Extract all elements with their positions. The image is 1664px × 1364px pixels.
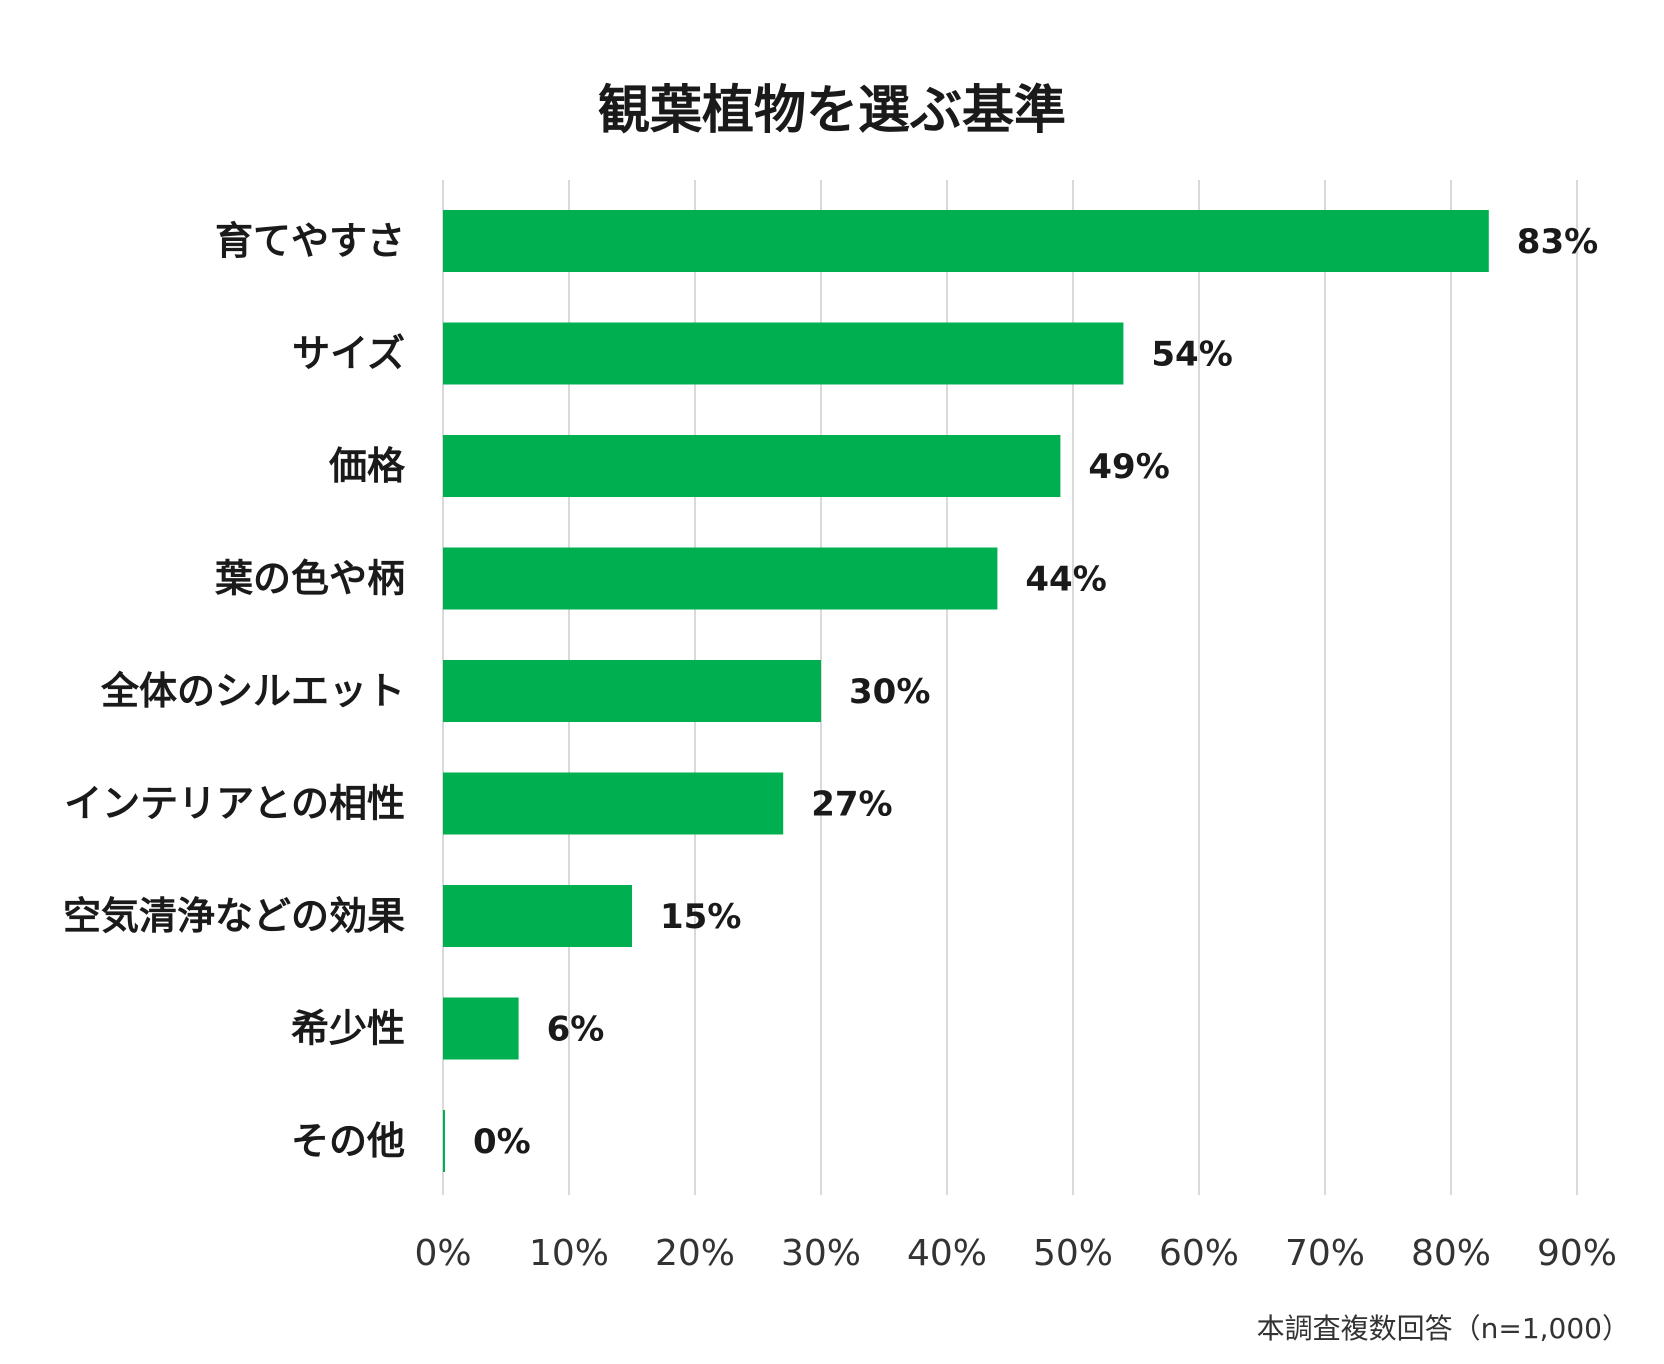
category-labels: 育てやすさサイズ価格葉の色や柄全体のシルエットインテリアとの相性空気清浄などの効… [63,219,406,1163]
x-tick-label: 70% [1285,1233,1365,1274]
bar [443,435,1061,497]
bar [443,997,519,1060]
category-label: サイズ [292,332,405,376]
x-tick-label: 90% [1537,1233,1617,1274]
x-tick-label: 80% [1411,1233,1491,1274]
bar [443,660,821,722]
bar [443,210,1489,272]
category-label: 価格 [328,444,406,488]
x-tick-label: 0% [414,1233,471,1274]
bar [443,322,1124,385]
x-tick-label: 10% [529,1233,609,1274]
x-tick-label: 20% [655,1233,735,1274]
category-label: 希少性 [291,1007,405,1051]
bar [443,547,998,610]
category-label: 空気清浄などの効果 [63,894,405,938]
x-axis-tick-labels: 0% 10% 20% 30% 40% 50% 60% 70% 80% 90% [414,1233,1617,1274]
value-label: 54% [1151,335,1232,375]
x-tick-label: 30% [781,1233,861,1274]
value-label: 49% [1088,447,1169,487]
bar [443,772,784,835]
value-label: 15% [660,897,741,937]
bar [443,885,632,947]
category-label: 葉の色や柄 [214,557,405,601]
bar [443,1110,445,1172]
footnote: 本調査複数回答（n=1,000） [1257,1312,1630,1345]
value-label: 30% [849,672,930,712]
x-tick-label: 40% [907,1233,987,1274]
x-tick-label: 50% [1033,1233,1113,1274]
x-tick-label: 60% [1159,1233,1239,1274]
value-label: 83% [1517,222,1598,262]
value-label: 0% [473,1122,531,1162]
value-label: 44% [1025,560,1106,600]
bars [443,210,1489,1172]
category-label: インテリアとの相性 [64,782,405,826]
category-label: 育てやすさ [215,219,405,263]
value-label: 27% [811,785,892,825]
chart-title: 観葉植物を選ぶ基準 [598,81,1066,141]
category-label: その他 [291,1119,405,1163]
category-label: 全体のシルエット [100,669,405,713]
value-label: 6% [547,1010,605,1050]
value-labels: 83% 54% 49% 44% 30% 27% 15% 6% 0% [473,222,1598,1162]
